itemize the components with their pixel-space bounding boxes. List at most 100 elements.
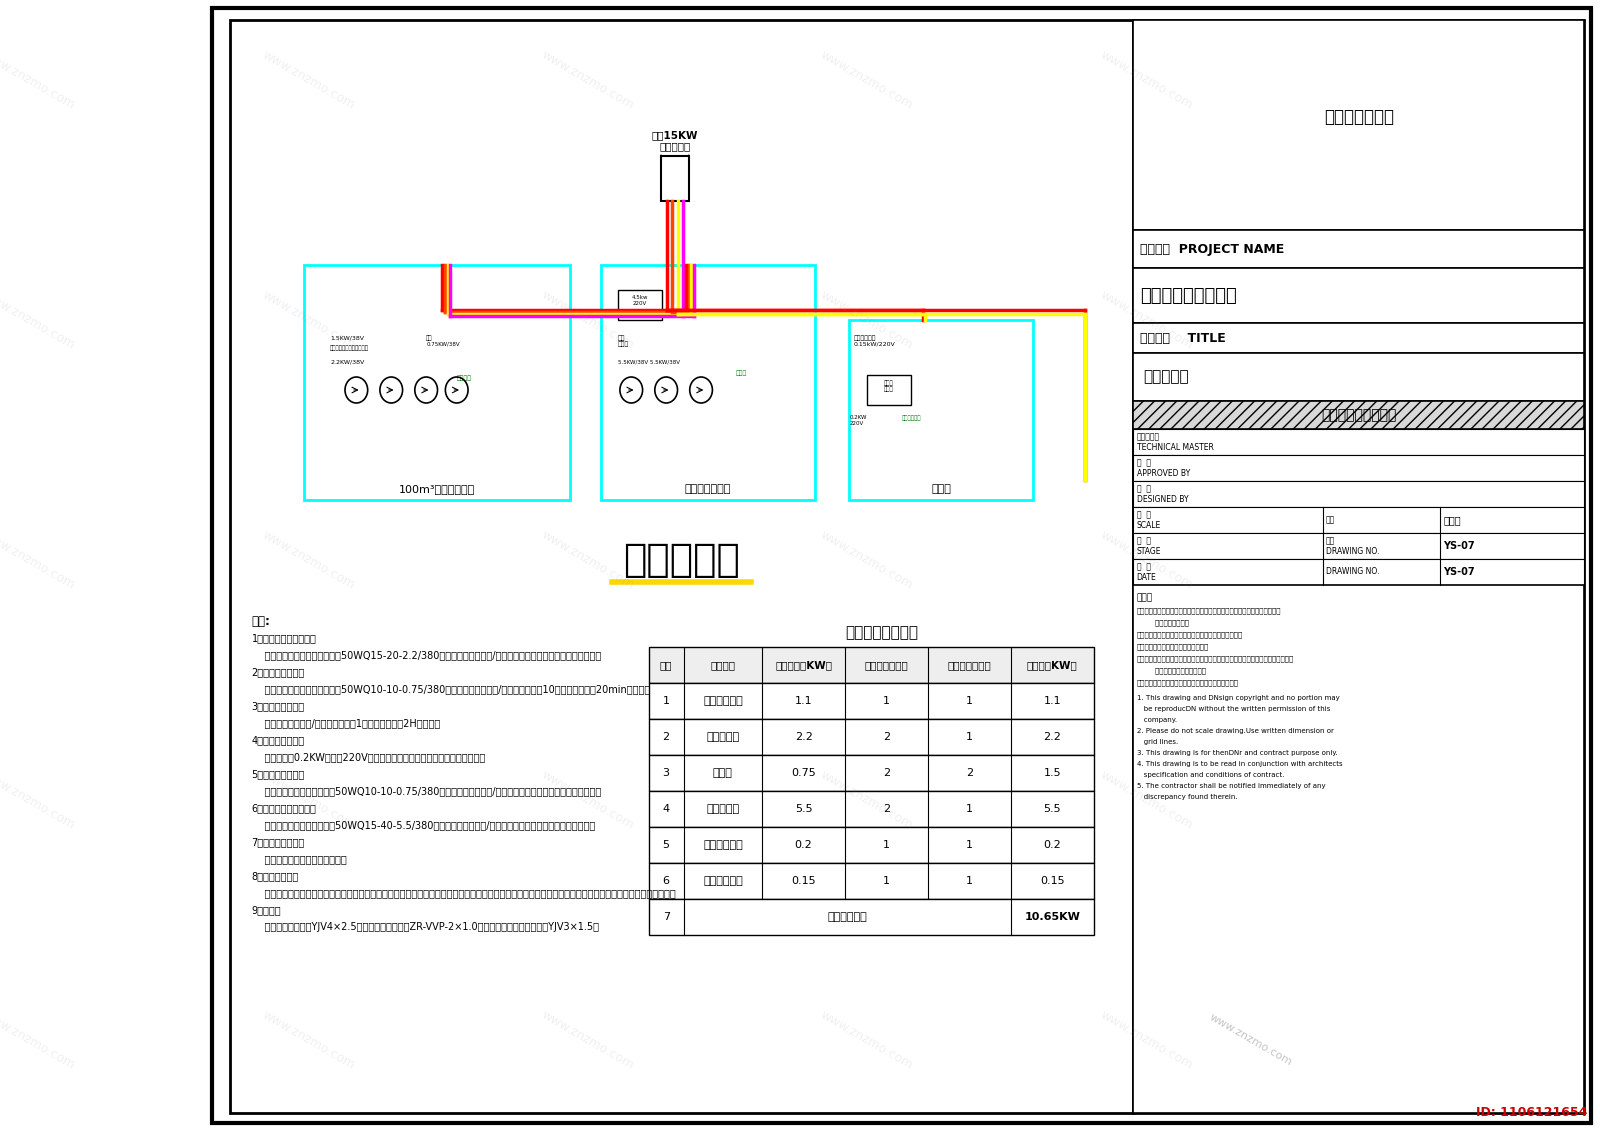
Text: 项目名称  PROJECT NAME: 项目名称 PROJECT NAME [1141, 242, 1285, 256]
Text: www.znzmo.com: www.znzmo.com [539, 288, 637, 352]
Text: www.znzmo.com: www.znzmo.com [818, 768, 915, 831]
Text: 选用潜水清污泵，泵规格为：50WQ10-10-0.75/380，控制方式为：手动/自动；自动时以10天为周期、排泥20min后停泵；: 选用潜水清污泵，泵规格为：50WQ10-10-0.75/380，控制方式为：手动… [251, 684, 650, 694]
Text: 6、蓄水池回用供水泵：: 6、蓄水池回用供水泵： [251, 803, 317, 813]
Text: 当蓄水池水量不足时自动开启；: 当蓄水池水量不足时自动开启； [251, 854, 346, 864]
Text: 3. This drawing is for thenDNr and contract purpose only.: 3. This drawing is for thenDNr and contr… [1136, 750, 1338, 756]
Text: 1.5: 1.5 [1043, 768, 1061, 778]
Bar [1133, 585, 1584, 1113]
Bar [1133, 533, 1584, 559]
Bar [867, 375, 910, 405]
Text: 阶  段
STAGE: 阶 段 STAGE [1136, 536, 1162, 556]
Text: 2.2: 2.2 [795, 732, 813, 742]
Bar [1133, 455, 1584, 481]
Text: 4: 4 [662, 804, 670, 814]
Bar [648, 683, 1094, 719]
Text: 1: 1 [966, 696, 973, 706]
Text: 1: 1 [966, 877, 973, 886]
Text: 选用潜水泵排泵，泵规格为50WQ10-10-0.75/380，控制方式为：手动/自动；自动时低液位停泵、高液位启泵；: 选用潜水泵排泵，泵规格为50WQ10-10-0.75/380，控制方式为：手动/… [251, 786, 602, 796]
Text: 1.5KW/38V: 1.5KW/38V [330, 335, 365, 340]
Text: www.znzmo.com: www.znzmo.com [259, 288, 357, 352]
Text: 设备数量（台）: 设备数量（台） [864, 661, 909, 670]
Text: 控制方式为：手动/自动，自动时以1天为周期、曝气2H后停止；: 控制方式为：手动/自动，自动时以1天为周期、曝气2H后停止； [251, 718, 440, 728]
Bar [1133, 481, 1584, 507]
Bar [648, 863, 1094, 899]
Text: 预留15KW
雨水控制箱: 预留15KW 雨水控制箱 [651, 130, 698, 152]
Bar [1133, 20, 1584, 230]
Text: 设备用电量一览表: 设备用电量一览表 [846, 625, 918, 640]
Text: www.znzmo.com: www.znzmo.com [0, 1008, 78, 1072]
Text: 6: 6 [662, 877, 670, 886]
Text: www.znzmo.com: www.znzmo.com [259, 528, 357, 592]
Text: 9、电缆：: 9、电缆： [251, 905, 282, 915]
Text: 4. This drawing is to be read in conjunction with architects: 4. This drawing is to be read in conjunc… [1136, 761, 1342, 767]
Text: 3: 3 [662, 768, 670, 778]
Text: （五）承造商如发现有矛盾之处，应立即通知本公司。: （五）承造商如发现有矛盾之处，应立即通知本公司。 [1136, 679, 1238, 685]
Text: 注意：: 注意： [1136, 593, 1152, 602]
Text: 5: 5 [662, 840, 670, 851]
Bar [1133, 559, 1584, 585]
Text: 1: 1 [883, 696, 890, 706]
Text: www.znzmo.com: www.znzmo.com [1098, 49, 1195, 112]
Text: 10.65KW: 10.65KW [1024, 912, 1080, 922]
Text: company.: company. [1136, 717, 1176, 723]
Text: 设备名称: 设备名称 [710, 661, 736, 670]
Text: 雨水回用泵: 雨水回用泵 [706, 804, 739, 814]
Text: 及合约内列明的各项条件。: 及合约内列明的各项条件。 [1136, 667, 1205, 674]
Text: 用电量（KW）: 用电量（KW） [1027, 661, 1078, 670]
Text: 紫外线消毒器: 紫外线消毒器 [902, 415, 922, 421]
Text: 1.1: 1.1 [795, 696, 813, 706]
Bar [648, 756, 1094, 791]
Bar [648, 791, 1094, 827]
Text: DRAWING NO.: DRAWING NO. [1326, 568, 1379, 577]
Text: （三）此图只供招标标及签合同之用。: （三）此图只供招标标及签合同之用。 [1136, 644, 1210, 649]
Text: 0.75: 0.75 [792, 768, 816, 778]
Text: 2.2: 2.2 [1043, 732, 1061, 742]
Text: www.znzmo.com: www.znzmo.com [1208, 1012, 1294, 1068]
Text: 1: 1 [883, 877, 890, 886]
Text: 玻璃钢调蓄水池: 玻璃钢调蓄水池 [685, 484, 731, 494]
Text: 1: 1 [883, 840, 890, 851]
Text: 技术出图专用章: 技术出图专用章 [1323, 107, 1394, 126]
Text: www.znzmo.com: www.znzmo.com [0, 288, 78, 352]
Text: 1: 1 [662, 696, 670, 706]
Bar [1133, 507, 1584, 533]
Bar [618, 290, 662, 320]
Text: 自来水补水阀
0.15kW/220V: 自来水补水阀 0.15kW/220V [854, 335, 896, 346]
Bar [1133, 323, 1584, 353]
Text: 7: 7 [662, 912, 670, 922]
Text: www.znzmo.com: www.znzmo.com [0, 49, 78, 112]
Text: 2: 2 [883, 804, 890, 814]
Bar [850, 320, 1032, 500]
Bar [648, 899, 1094, 935]
Text: www.znzmo.com: www.znzmo.com [818, 288, 915, 352]
Bar [1133, 230, 1584, 268]
Text: 日  期
DATE: 日 期 DATE [1136, 562, 1157, 582]
Text: 系统电气图: 系统电气图 [1144, 370, 1189, 385]
Text: www.znzmo.com: www.znzmo.com [818, 49, 915, 112]
Text: www.znzmo.com: www.znzmo.com [1208, 1012, 1294, 1068]
Text: 2、蓄水池清污泵：: 2、蓄水池清污泵： [251, 667, 306, 677]
Text: 设  计
DESIGNED BY: 设 计 DESIGNED BY [1136, 484, 1189, 504]
Text: 1. This drawing and DNsign copyright and no portion may: 1. This drawing and DNsign copyright and… [1136, 696, 1339, 701]
Text: www.znzmo.com: www.znzmo.com [818, 528, 915, 592]
Text: 给排水: 给排水 [1443, 515, 1461, 525]
Text: 选用潜水泵排泵，泵规格为：50WQ15-20-2.2/380，控制方式为：手动/自动；自动时低液位停泵、高液位启泵；: 选用潜水泵排泵，泵规格为：50WQ15-20-2.2/380，控制方式为：手动/… [251, 650, 602, 661]
Text: specification and conditions of contract.: specification and conditions of contract… [1136, 772, 1283, 778]
Text: 7、自来水补水阀：: 7、自来水补水阀： [251, 837, 306, 847]
Text: 8、控制箱显示：: 8、控制箱显示： [251, 871, 299, 881]
Text: 4.5kw
220V: 4.5kw 220V [632, 295, 648, 305]
Text: 运行功率合计: 运行功率合计 [827, 912, 867, 922]
Text: 编号: 编号 [659, 661, 672, 670]
Text: 说明:: 说明: [251, 615, 270, 628]
Bar [661, 155, 690, 200]
Text: 1.1: 1.1 [1043, 696, 1061, 706]
Text: www.znzmo.com: www.znzmo.com [1208, 1012, 1294, 1068]
Text: 雨水提升泵: 雨水提升泵 [706, 732, 739, 742]
Text: 2. Please do not scale drawing.Use written dimension or: 2. Please do not scale drawing.Use writt… [1136, 728, 1333, 734]
Text: discrepancy found therein.: discrepancy found therein. [1136, 794, 1237, 800]
Bar [1133, 20, 1584, 1113]
Text: 选用潜水泵排泵，泵规格为50WQ15-40-5.5/380，控制方式为：手动/自动；自动时低液位停泵、高液位启泵；: 选用潜水泵排泵，泵规格为50WQ15-40-5.5/380，控制方式为：手动/自… [251, 820, 595, 830]
Text: 2.2KW/38V: 2.2KW/38V [330, 360, 365, 365]
Text: 0.2KW
220V: 0.2KW 220V [850, 415, 867, 425]
Bar [1133, 268, 1584, 323]
